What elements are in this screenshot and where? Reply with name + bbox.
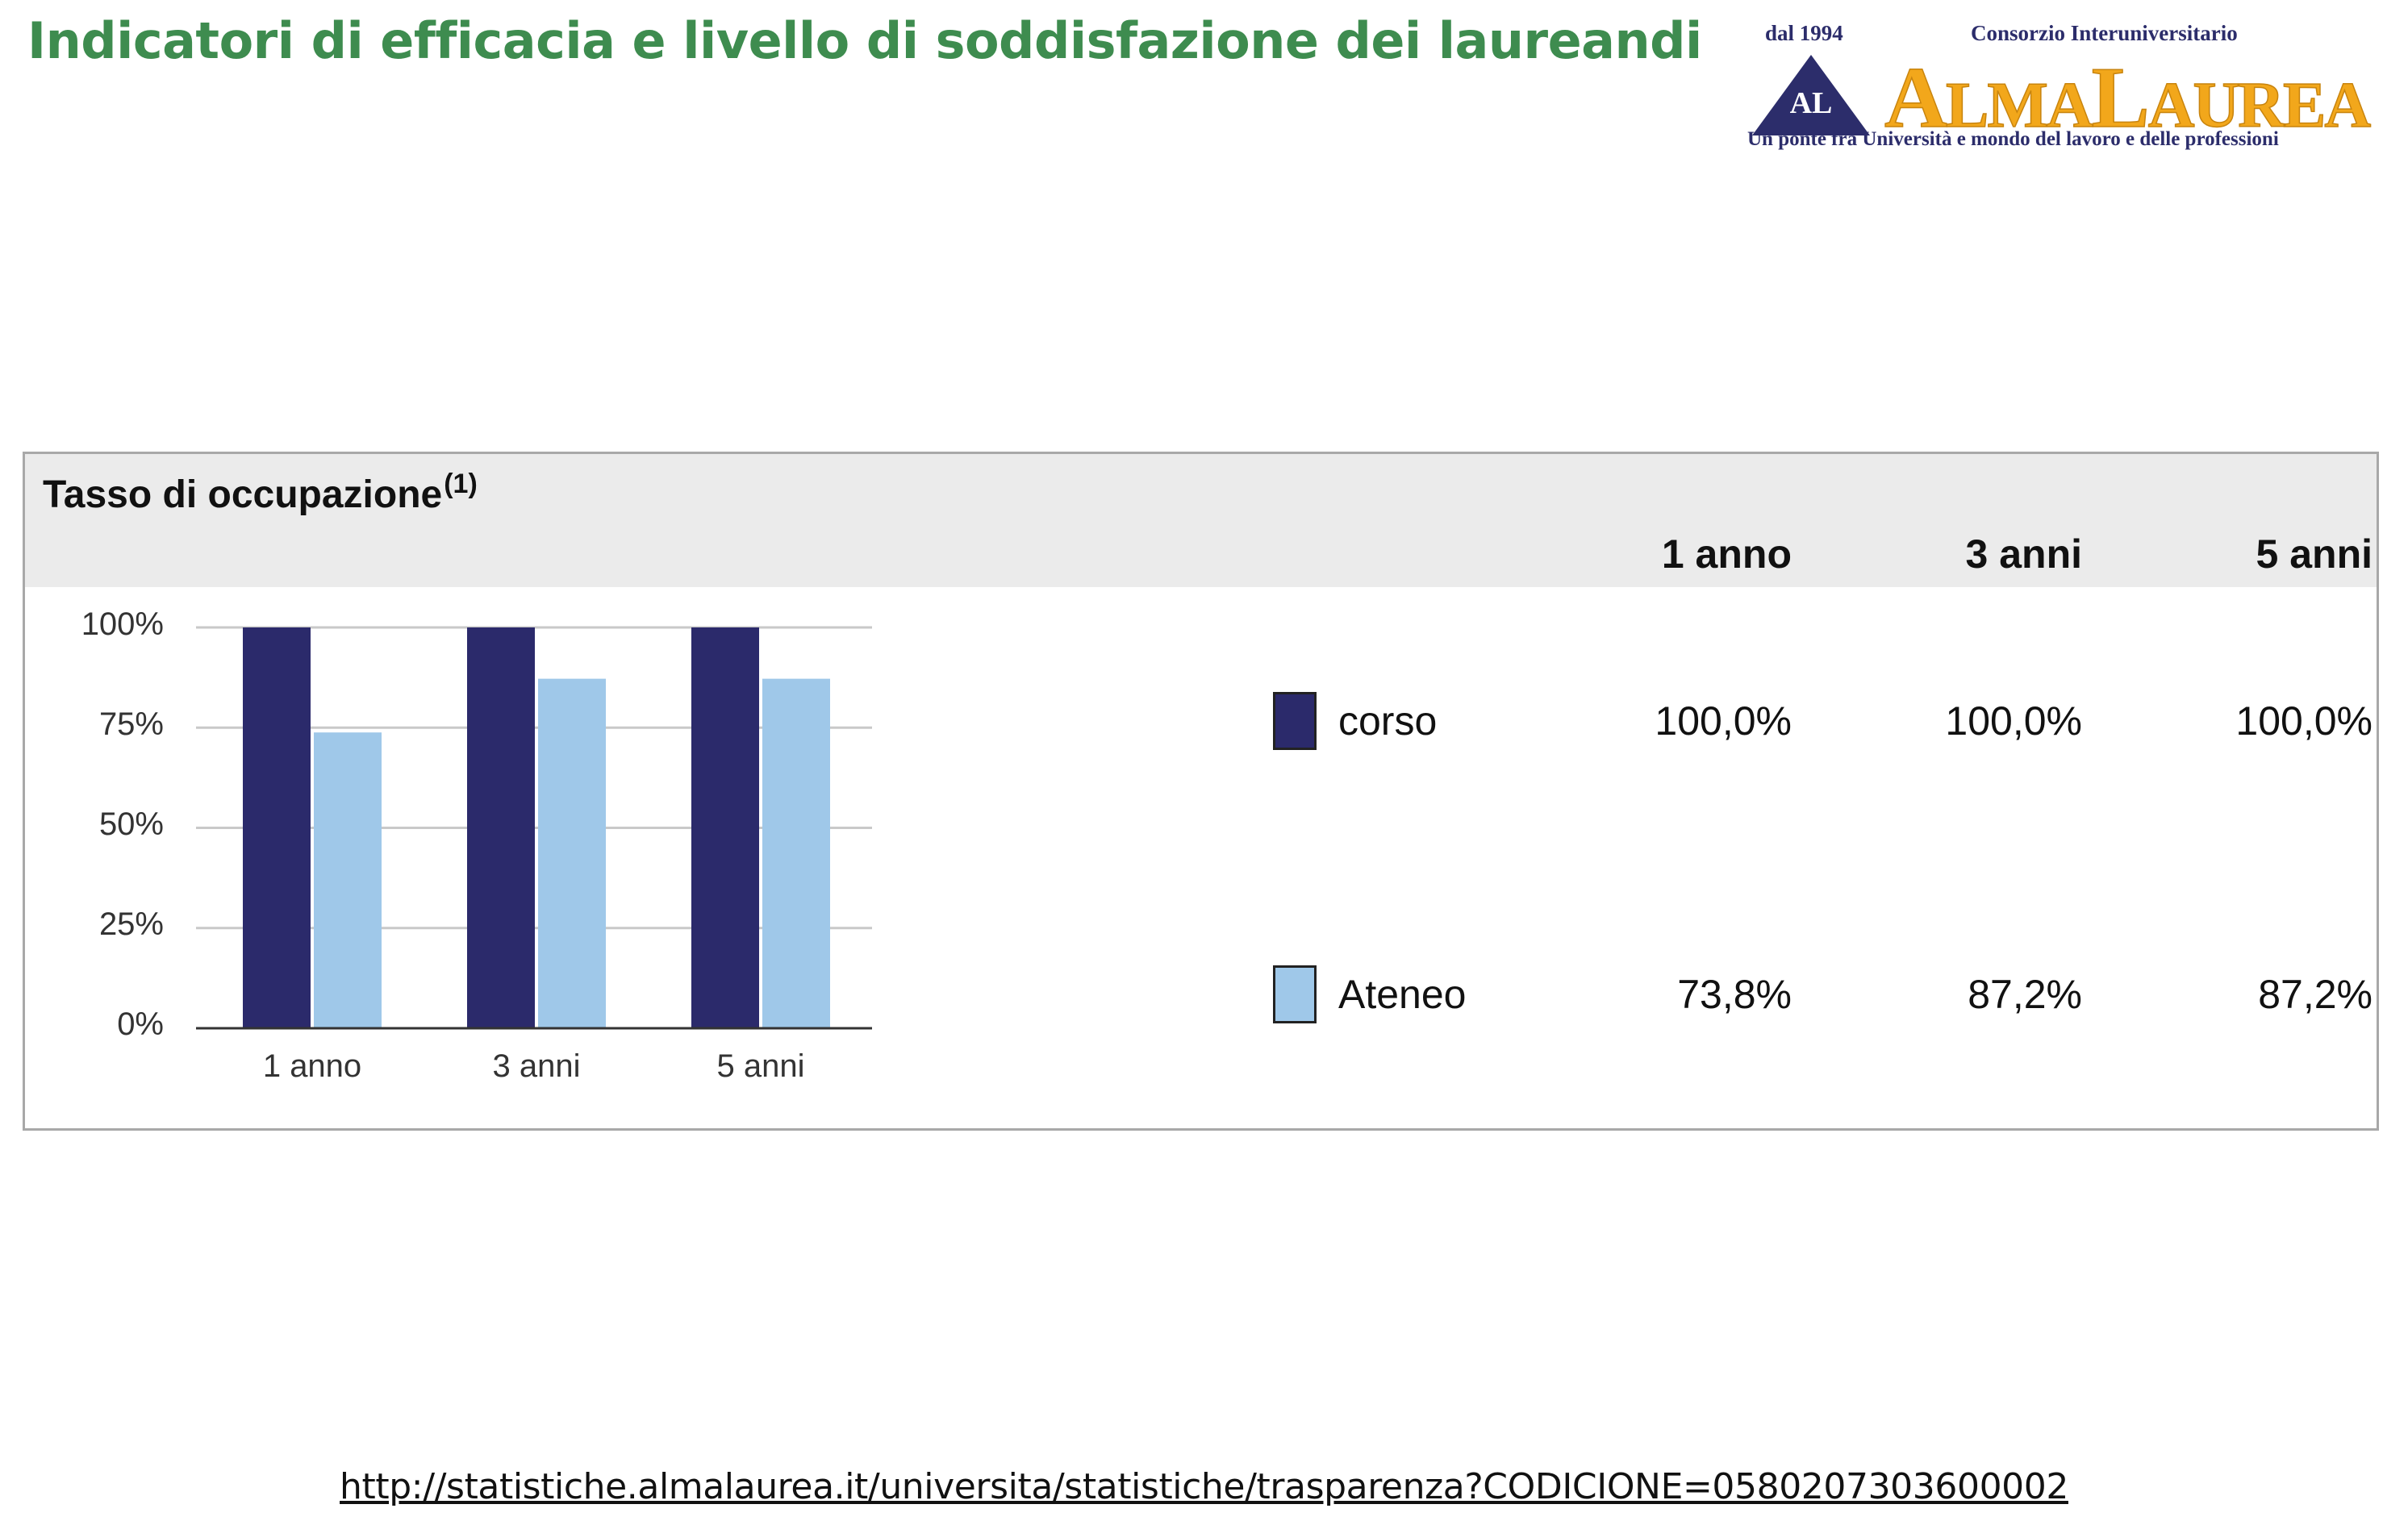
x-tick-label: 3 anni bbox=[492, 1048, 581, 1084]
logo-wordmark: ALMALAUREA bbox=[1884, 49, 2372, 147]
x-tick-label: 1 anno bbox=[262, 1048, 362, 1084]
panel-header bbox=[25, 454, 2377, 587]
panel-title: Tasso di occupazione(1) bbox=[43, 469, 478, 517]
value-corso-3-anni: 100,0% bbox=[1945, 698, 2082, 744]
column-header-2: 3 anni bbox=[1965, 531, 2082, 577]
bar-ateneo-2 bbox=[538, 678, 606, 1028]
page-title: Indicatori di efficacia e livello di sod… bbox=[27, 11, 1702, 70]
value-corso-5-anni: 100,0% bbox=[2235, 698, 2373, 744]
source-link[interactable]: http://statistiche.almalaurea.it/univers… bbox=[340, 1466, 2068, 1507]
legend-label-ateneo: Ateneo bbox=[1338, 972, 1467, 1017]
employment-rate-panel: Tasso di occupazione(1) 1 anno 3 anni 5 … bbox=[23, 452, 2379, 1131]
bar-corso-1 bbox=[243, 627, 311, 1028]
bar-ateneo-1 bbox=[314, 732, 382, 1028]
logo-consortium: Consorzio Interuniversitario bbox=[1971, 21, 2238, 45]
column-header-1: 1 anno bbox=[1661, 531, 1792, 577]
legend-swatch-corso bbox=[1273, 692, 1317, 750]
value-ateneo-5-anni: 87,2% bbox=[2258, 972, 2373, 1017]
bar-corso-2 bbox=[467, 627, 535, 1028]
y-tick-label: 100% bbox=[81, 606, 164, 642]
logo-triangle-icon bbox=[1752, 55, 1870, 135]
value-corso-1-anno: 100,0% bbox=[1655, 698, 1792, 744]
y-tick-label: 0% bbox=[117, 1006, 164, 1042]
bar-ateneo-3 bbox=[762, 678, 830, 1028]
panel-title-text: Tasso di occupazione bbox=[43, 473, 443, 516]
logo-monogram: AL bbox=[1789, 86, 1833, 120]
logo-tagline: Un ponte fra Università e mondo del lavo… bbox=[1747, 128, 2279, 150]
legend-swatch-ateneo bbox=[1273, 965, 1317, 1023]
y-tick-label: 25% bbox=[98, 906, 164, 942]
logo-since: dal 1994 bbox=[1765, 21, 1843, 45]
y-tick-label: 75% bbox=[98, 706, 164, 742]
column-header-3: 5 anni bbox=[2256, 531, 2373, 577]
value-ateneo-1-anno: 73,8% bbox=[1677, 972, 1792, 1017]
panel-title-note: (1) bbox=[444, 469, 478, 499]
bar-chart bbox=[196, 626, 872, 1030]
bar-corso-3 bbox=[691, 627, 759, 1028]
y-tick-label: 50% bbox=[98, 806, 164, 842]
value-ateneo-3-anni: 87,2% bbox=[1968, 972, 2082, 1017]
almalaurea-logo: dal 1994 Consorzio Interuniversitario AL… bbox=[1742, 18, 2384, 159]
x-tick-label: 5 anni bbox=[716, 1048, 805, 1084]
legend-label-corso: corso bbox=[1338, 698, 1438, 744]
